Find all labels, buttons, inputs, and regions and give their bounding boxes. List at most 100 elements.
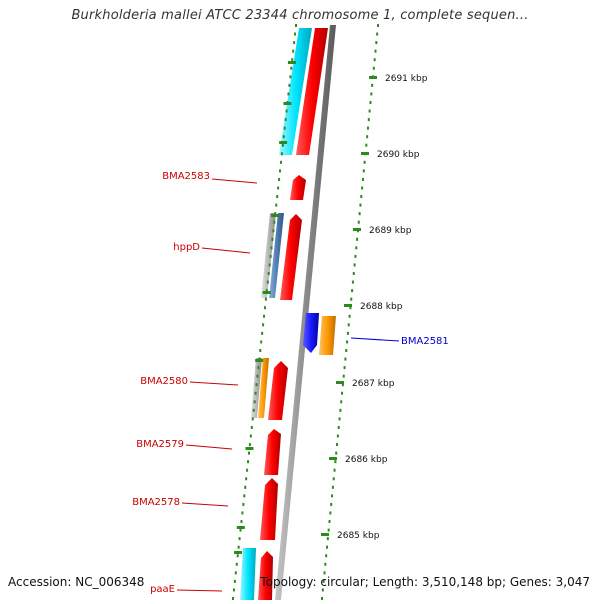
boundary-dot — [292, 49, 295, 53]
gene-label[interactable]: BMA2580 — [140, 376, 188, 387]
gene-leader-line — [350, 337, 400, 342]
boundary-dot — [236, 554, 239, 558]
tick-mark — [329, 457, 337, 460]
feature-paae[interactable] — [258, 551, 273, 600]
boundary-dot — [260, 340, 263, 344]
gene-leader-line — [189, 381, 239, 386]
dotted-boundary-left — [232, 24, 297, 600]
gene-label[interactable]: paaE — [150, 584, 175, 595]
boundary-dot — [276, 195, 279, 199]
feature-bma2578[interactable] — [260, 478, 278, 540]
boundary-dot — [344, 357, 347, 361]
boundary-dot — [342, 374, 345, 378]
feature-orange-2580 — [258, 358, 269, 418]
boundary-dot — [357, 220, 360, 224]
boundary-dot — [352, 272, 355, 276]
boundary-dot — [235, 562, 238, 566]
boundary-dot — [348, 314, 351, 318]
boundary-dot — [324, 562, 327, 566]
feature-bma2581[interactable] — [319, 316, 336, 355]
boundary-dash — [262, 291, 271, 294]
boundary-dot — [374, 49, 377, 53]
boundary-dot — [263, 306, 266, 310]
boundary-dash — [255, 359, 264, 362]
boundary-dot — [244, 485, 247, 489]
boundary-dot — [369, 100, 372, 104]
boundary-dot — [331, 485, 334, 489]
boundary-dot — [247, 451, 250, 455]
boundary-dot — [237, 545, 240, 549]
boundary-dot — [284, 118, 287, 122]
boundary-dot — [248, 443, 251, 447]
boundary-dot — [271, 237, 274, 241]
boundary-dot — [257, 366, 260, 370]
boundary-dot — [355, 246, 358, 250]
boundary-dot — [338, 417, 341, 421]
boundary-dot — [377, 24, 379, 27]
feature-blue-minus[interactable] — [303, 313, 319, 353]
boundary-dot — [233, 579, 236, 583]
boundary-dot — [242, 502, 245, 506]
tick-label: 2689 kbp — [369, 226, 412, 236]
boundary-dash — [245, 447, 254, 450]
map-title: Burkholderia mallei ATCC 23344 chromosom… — [71, 8, 529, 23]
boundary-dot — [351, 280, 354, 284]
tick-label: 2688 kbp — [360, 302, 403, 312]
boundary-dot — [240, 520, 243, 524]
feature-bma2580[interactable] — [268, 361, 288, 420]
gene-labels: BMA2583 hppD BMA2581 BMA2580 BMA2579 BMA2578 p… — [132, 171, 449, 595]
boundary-dot — [325, 554, 328, 558]
boundary-dot — [245, 477, 248, 481]
boundary-dot — [291, 58, 294, 62]
boundary-dot — [274, 212, 277, 216]
gene-label[interactable]: hppD — [173, 242, 200, 253]
boundary-dot — [347, 323, 350, 327]
feature-cyan-bottom — [240, 548, 256, 600]
boundary-dot — [279, 160, 282, 164]
feature-bma2579[interactable] — [264, 429, 281, 475]
boundary-dot — [263, 314, 266, 318]
boundary-dot — [234, 571, 237, 575]
boundary-dot — [273, 220, 276, 224]
tick-mark — [353, 228, 361, 231]
boundary-dot — [251, 417, 254, 421]
boundary-dot — [362, 169, 365, 173]
boundary-dot — [241, 511, 244, 515]
gene-label[interactable]: BMA2579 — [136, 439, 184, 450]
feature-cyan-top — [279, 28, 312, 155]
boundary-dot — [346, 340, 349, 344]
feature-bma2583[interactable] — [290, 175, 306, 200]
boundary-dash — [236, 526, 245, 529]
boundary-dot — [255, 383, 258, 387]
boundary-dot — [272, 229, 275, 233]
boundary-dot — [256, 374, 259, 378]
boundary-dot — [339, 408, 342, 412]
boundary-dot — [249, 434, 252, 438]
gene-label[interactable]: BMA2581 — [401, 336, 449, 347]
boundary-dot — [264, 297, 267, 301]
boundary-dot — [345, 348, 348, 352]
accession-text: Accession: NC_006348 — [8, 575, 145, 589]
tick-label: 2686 kbp — [345, 455, 388, 465]
boundary-dot — [262, 323, 265, 327]
boundary-dot — [371, 83, 374, 87]
gene-label[interactable]: BMA2583 — [162, 171, 210, 182]
boundary-dot — [278, 177, 281, 181]
gene-leader-line — [211, 178, 258, 184]
boundary-dot — [232, 588, 235, 592]
boundary-dash — [279, 141, 288, 144]
boundary-dot — [326, 537, 329, 541]
boundary-dot — [290, 66, 293, 70]
boundary-dot — [368, 109, 371, 113]
feature-steel-hppd — [269, 213, 284, 298]
boundary-dot — [259, 348, 262, 352]
gene-label[interactable]: BMA2578 — [132, 497, 180, 508]
feature-hppd[interactable] — [280, 214, 302, 300]
tick-mark — [369, 76, 377, 79]
boundary-dot — [252, 408, 255, 412]
boundary-dot — [288, 83, 291, 87]
boundary-dot — [323, 571, 326, 575]
boundary-dot — [267, 272, 270, 276]
